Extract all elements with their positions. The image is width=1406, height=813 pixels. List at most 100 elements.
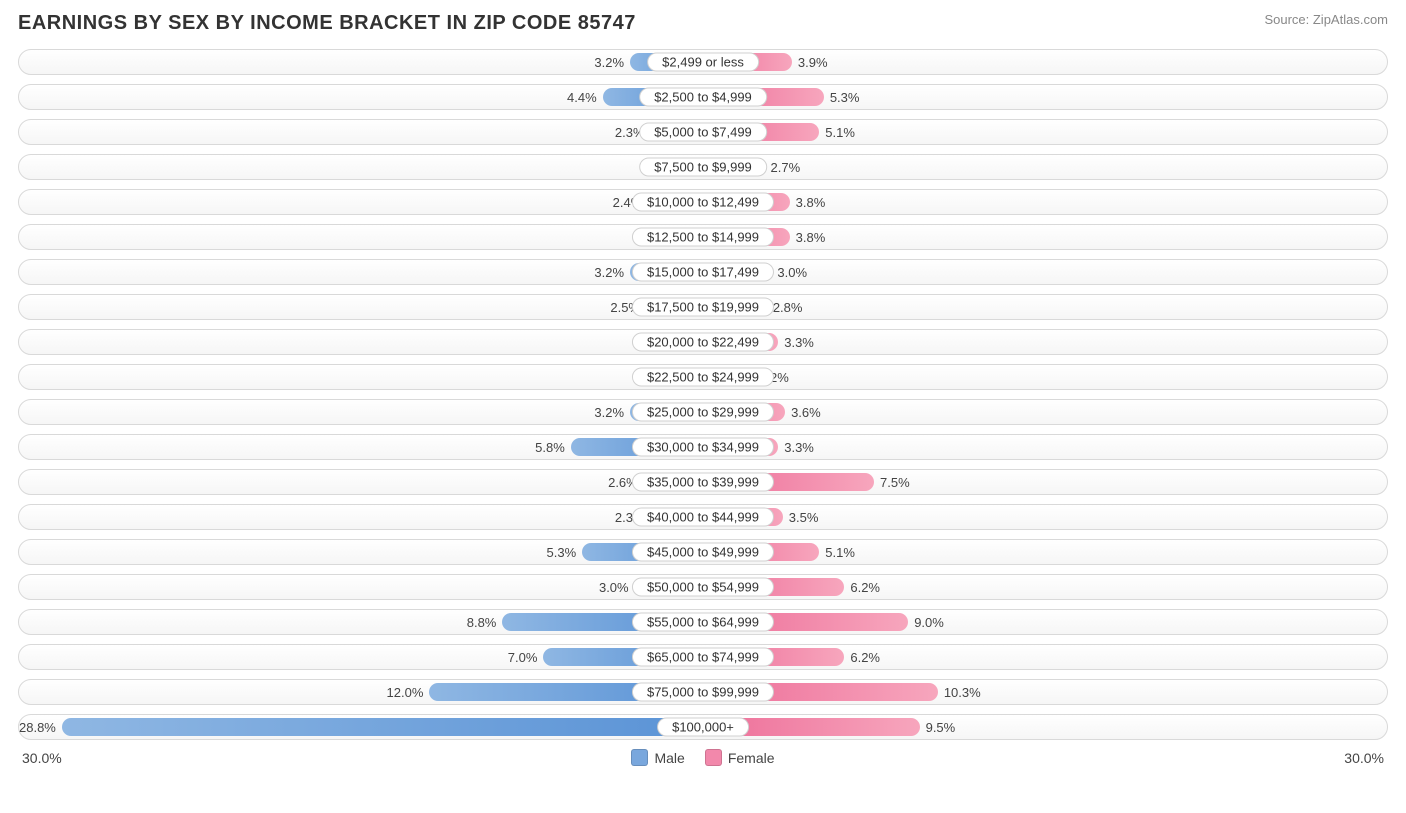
chart-title: EARNINGS BY SEX BY INCOME BRACKET IN ZIP… [18,12,636,35]
row-left-half: 8.8% [19,610,703,634]
female-percent-label: 6.2% [850,580,880,595]
row-right-half: 3.8% [703,225,1387,249]
category-label: $20,000 to $22,499 [632,333,774,352]
row-right-half: 7.5% [703,470,1387,494]
row-left-half: 0.77% [19,225,703,249]
row-right-half: 3.0% [703,260,1387,284]
row-left-half: 1.2% [19,330,703,354]
row-right-half: 3.5% [703,505,1387,529]
row-right-half: 10.3% [703,680,1387,704]
chart-row: 2.3%3.5%$40,000 to $44,999 [18,504,1388,530]
female-percent-label: 2.8% [773,300,803,315]
row-left-half: 2.3% [19,505,703,529]
row-left-half: 0.21% [19,365,703,389]
category-label: $10,000 to $12,499 [632,193,774,212]
chart-row: 7.0%6.2%$65,000 to $74,999 [18,644,1388,670]
source-label: Source: ZipAtlas.com [1264,12,1388,27]
female-percent-label: 3.6% [791,405,821,420]
category-label: $55,000 to $64,999 [632,613,774,632]
female-percent-label: 3.8% [796,230,826,245]
row-left-half: 4.4% [19,85,703,109]
chart-row: 3.0%6.2%$50,000 to $54,999 [18,574,1388,600]
female-percent-label: 6.2% [850,650,880,665]
row-left-half: 3.2% [19,260,703,284]
chart-row: 1.2% 3.3% $20,000 to $22,499 [18,329,1388,355]
category-label: $2,500 to $4,999 [639,88,767,107]
male-percent-label: 3.2% [594,55,624,70]
row-right-half: 6.2% [703,575,1387,599]
row-left-half: 2.4% [19,190,703,214]
row-right-half: 3.3% [703,435,1387,459]
category-label: $100,000+ [657,718,749,737]
category-label: $30,000 to $34,999 [632,438,774,457]
category-label: $15,000 to $17,499 [632,263,774,282]
row-left-half: 12.0% [19,680,703,704]
row-right-half: 2.2% [703,365,1387,389]
row-right-half: 9.5% [703,715,1387,739]
category-label: $5,000 to $7,499 [639,123,767,142]
female-percent-label: 3.9% [798,55,828,70]
chart-row: 2.5%2.8%$17,500 to $19,999 [18,294,1388,320]
chart-row: 5.3% 5.1% $45,000 to $49,999 [18,539,1388,565]
legend-item-female: Female [705,749,775,766]
row-left-half: 3.2% [19,400,703,424]
row-left-half: 3.0% [19,575,703,599]
row-right-half: 3.8% [703,190,1387,214]
category-label: $12,500 to $14,999 [632,228,774,247]
category-label: $2,499 or less [647,53,759,72]
row-right-half: 5.1% [703,120,1387,144]
legend-item-male: Male [631,749,684,766]
diverging-bar-chart: 3.2% 3.9% $2,499 or less 4.4% 5.3% $2,500 to … [18,49,1388,740]
axis-max-left: 30.0% [22,750,62,766]
chart-row: 4.4% 5.3% $2,500 to $4,999 [18,84,1388,110]
male-bar [62,718,703,736]
row-right-half: 5.1% [703,540,1387,564]
category-label: $22,500 to $24,999 [632,368,774,387]
female-percent-label: 5.1% [825,545,855,560]
row-left-half: 1.2% [19,155,703,179]
header: EARNINGS BY SEX BY INCOME BRACKET IN ZIP… [18,12,1388,35]
chart-row: 3.2% 3.0%$15,000 to $17,499 [18,259,1388,285]
female-percent-label: 3.3% [784,335,814,350]
row-left-half: 3.2% [19,50,703,74]
female-percent-label: 3.5% [789,510,819,525]
row-right-half: 2.8% [703,295,1387,319]
female-percent-label: 3.0% [777,265,807,280]
row-left-half: 28.8% [19,715,703,739]
female-percent-label: 3.3% [784,440,814,455]
chart-row: 12.0%10.3%$75,000 to $99,999 [18,679,1388,705]
female-percent-label: 9.5% [926,720,956,735]
female-percent-label: 5.3% [830,90,860,105]
chart-footer: 30.0% Male Female 30.0% [18,749,1388,766]
row-left-half: 5.3% [19,540,703,564]
chart-row: 0.77% 3.8% $12,500 to $14,999 [18,224,1388,250]
row-left-half: 2.6% [19,470,703,494]
legend-swatch-female [705,749,722,766]
male-percent-label: 12.0% [387,685,424,700]
category-label: $17,500 to $19,999 [632,298,774,317]
male-percent-label: 8.8% [467,615,497,630]
row-right-half: 3.9% [703,50,1387,74]
chart-row: 3.2% 3.6% $25,000 to $29,999 [18,399,1388,425]
female-percent-label: 5.1% [825,125,855,140]
male-percent-label: 5.8% [535,440,565,455]
row-right-half: 3.6% [703,400,1387,424]
female-percent-label: 9.0% [914,615,944,630]
category-label: $35,000 to $39,999 [632,473,774,492]
legend-label-male: Male [654,750,684,766]
category-label: $45,000 to $49,999 [632,543,774,562]
chart-row: 2.4%3.8%$10,000 to $12,499 [18,189,1388,215]
row-right-half: 2.7% [703,155,1387,179]
row-left-half: 5.8% [19,435,703,459]
legend-label-female: Female [728,750,775,766]
row-left-half: 7.0% [19,645,703,669]
row-right-half: 9.0% [703,610,1387,634]
female-percent-label: 2.7% [771,160,801,175]
male-percent-label: 4.4% [567,90,597,105]
male-percent-label: 3.2% [594,405,624,420]
row-left-half: 2.3% [19,120,703,144]
chart-row: 0.21%2.2%$22,500 to $24,999 [18,364,1388,390]
category-label: $25,000 to $29,999 [632,403,774,422]
female-percent-label: 10.3% [944,685,981,700]
legend: Male Female [631,749,774,766]
